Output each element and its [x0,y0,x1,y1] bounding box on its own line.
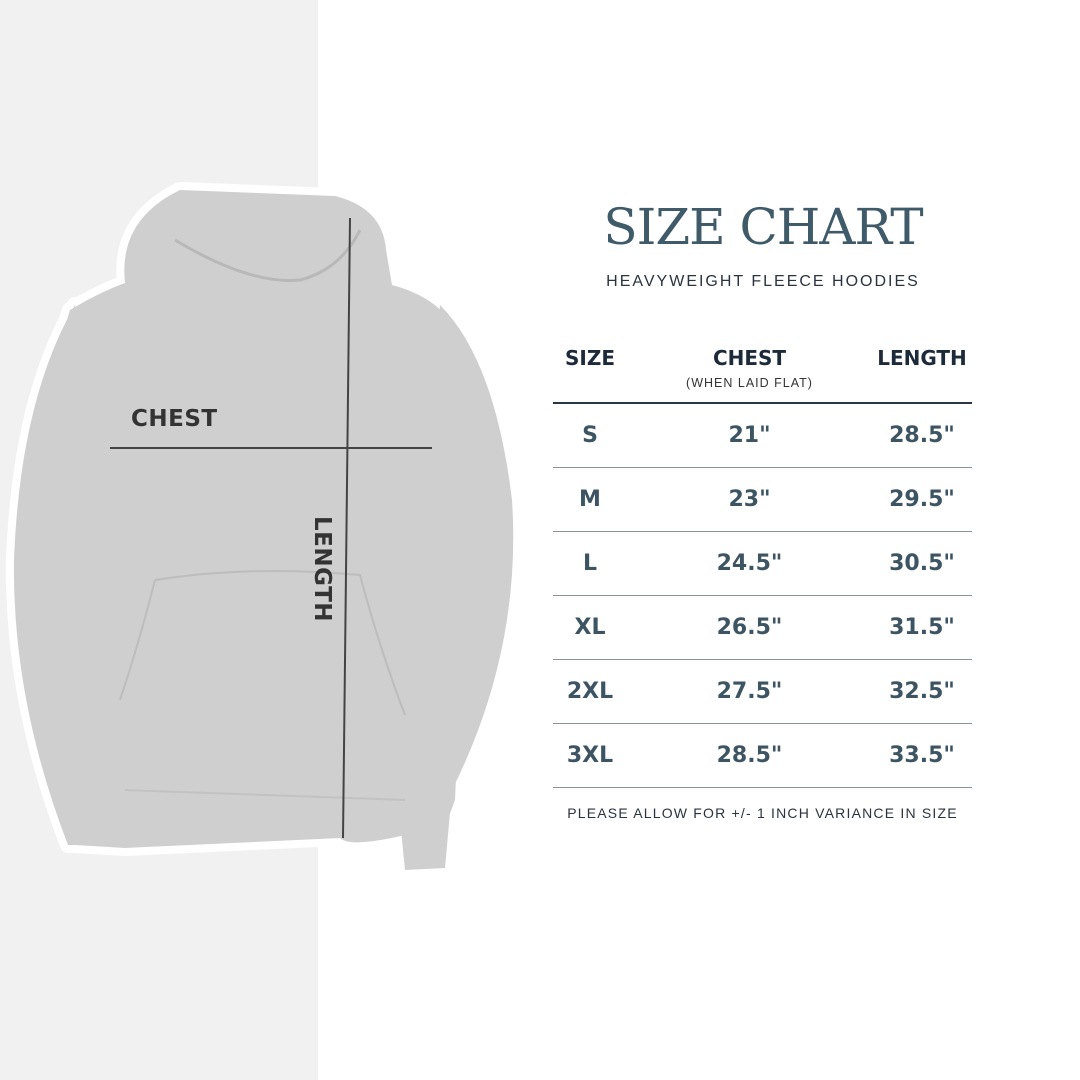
table-row: M 23" 29.5" [553,468,972,532]
length-cell: 28.5" [889,423,955,448]
chest-cell: 23" [728,487,771,512]
header-size: SIZE [564,346,615,370]
header-chest-note: (WHEN LAID FLAT) [686,376,813,390]
size-cell: 3XL [566,743,614,768]
length-measure-line [342,217,351,839]
size-cell: S [582,423,598,448]
table-row: 2XL 27.5" 32.5" [553,660,972,724]
subtitle: HEAVYWEIGHT FLEECE HOODIES [606,273,920,290]
chest-cell: 26.5" [716,615,783,640]
table-header: SIZE CHEST (WHEN LAID FLAT) LENGTH [553,340,972,404]
length-cell: 29.5" [889,487,955,512]
table-row: S 21" 28.5" [553,404,972,468]
chest-label: CHEST [131,406,218,432]
length-cell: 32.5" [889,679,955,704]
table-row: 3XL 28.5" 33.5" [553,724,972,788]
size-cell: XL [574,615,606,640]
size-table: SIZE CHEST (WHEN LAID FLAT) LENGTH S 21" 2… [553,340,972,788]
chest-cell: 28.5" [716,743,783,768]
chest-cell: 21" [728,423,771,448]
length-label: LENGTH [309,515,335,623]
table-row: L 24.5" 30.5" [553,532,972,596]
table-row: XL 26.5" 31.5" [553,596,972,660]
size-cell: M [579,487,601,512]
length-cell: 31.5" [889,615,955,640]
chest-cell: 27.5" [716,679,783,704]
header-chest: CHEST (WHEN LAID FLAT) [627,340,872,402]
page-title: SIZE CHART [603,198,923,256]
variance-note: PLEASE ALLOW FOR +/- 1 INCH VARIANCE IN … [567,805,958,821]
size-cell: 2XL [566,679,614,704]
size-cell: L [582,551,598,576]
length-cell: 33.5" [889,743,955,768]
hoodie-image [5,182,522,878]
header-length: LENGTH [877,346,967,370]
chest-cell: 24.5" [716,551,783,576]
length-cell: 30.5" [889,551,955,576]
